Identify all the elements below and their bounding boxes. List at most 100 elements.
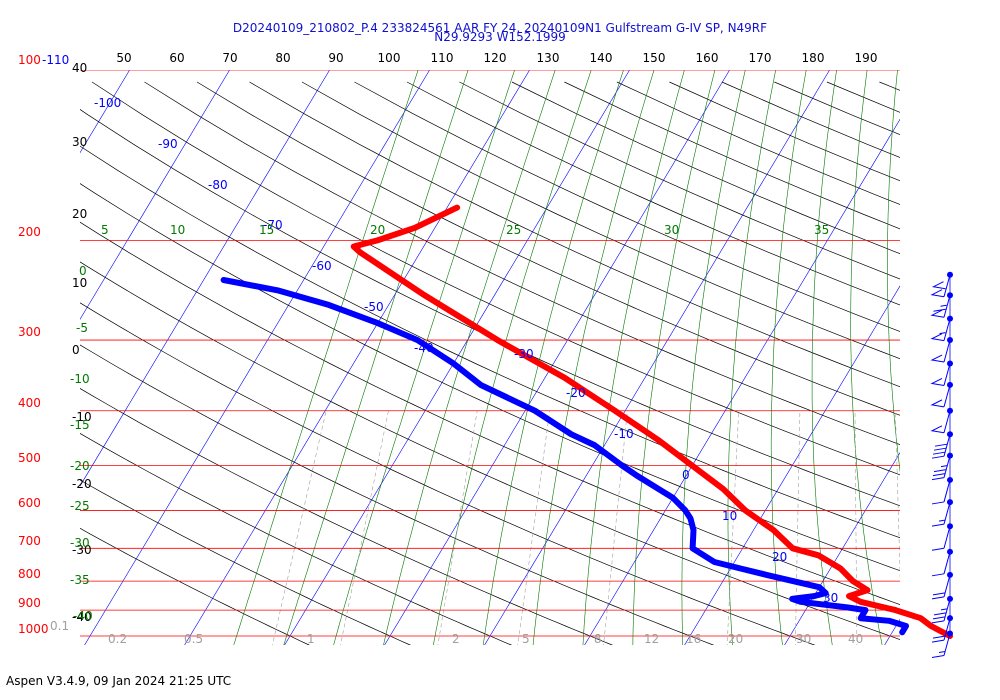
- left-scale-label: 0: [72, 343, 80, 357]
- wind-barb: [931, 598, 951, 624]
- moist-adiabat-line: [283, 70, 469, 645]
- pressure-label: 500: [18, 451, 41, 465]
- isotherm-label: -30: [514, 347, 534, 361]
- isotherm-line: [784, 452, 900, 645]
- top-scale-label: 190: [855, 51, 878, 65]
- mixing-ratio-line: [854, 410, 858, 645]
- dry-adiabat-line: [879, 81, 900, 91]
- mixing-ratio-label: 30: [796, 632, 811, 646]
- isotherm-label: -10: [614, 427, 634, 441]
- left-scale-label: 30: [72, 135, 87, 149]
- moist-adiabat-label: -10: [70, 372, 90, 386]
- chart-title: D20240109_210802_P.4 233824561 AAR FY 24…: [232, 21, 768, 35]
- mixing-ratio-label: 12: [644, 632, 659, 646]
- left-scale-label: 10: [72, 276, 87, 290]
- pressure-label: 600: [18, 496, 41, 510]
- moist-adiabat-label: 35: [814, 223, 829, 237]
- moist-adiabat-line: [727, 70, 776, 645]
- moist-adiabat-label: 20: [370, 223, 385, 237]
- isotherm-label: -20: [566, 386, 586, 400]
- left-scale-label: 20: [72, 207, 87, 221]
- footer-version: Aspen V3.4.9, 09 Jan 2024 21:25 UTC: [6, 674, 232, 688]
- dry-adiabat-line: [144, 81, 900, 446]
- top-scale-label: 160: [696, 51, 719, 65]
- dry-adiabat-line: [80, 344, 715, 645]
- mixing-ratio-line: [517, 410, 551, 645]
- dry-adiabat-line: [80, 183, 900, 572]
- mixing-ratio-label: 20: [728, 632, 743, 646]
- wind-barb: [930, 363, 951, 386]
- chart-subtitle: N29.9293 W152.1999: [434, 30, 566, 44]
- dry-adiabat-line: [80, 388, 614, 645]
- wind-barb: [930, 339, 951, 363]
- dewpoint-profile-line: [220, 277, 909, 636]
- mixing-ratio-label: 8: [594, 632, 602, 646]
- moist-adiabat-label: 5: [101, 223, 109, 237]
- wind-barb-point: [947, 548, 953, 555]
- moist-adiabat-label: 10: [170, 223, 185, 237]
- isotherm-label: -50: [364, 300, 384, 314]
- mixing-ratio-label: 40: [848, 632, 863, 646]
- top-scale-label: 60: [169, 51, 184, 65]
- top-scale-label: 170: [749, 51, 772, 65]
- mixing-ratio-line: [603, 410, 628, 645]
- isotherm-label: 20: [772, 550, 787, 564]
- moist-adiabat-line: [770, 70, 807, 645]
- pressure-label: 1000: [18, 622, 49, 636]
- dry-adiabat-line: [80, 109, 900, 507]
- moist-adiabat-line: [923, 70, 983, 648]
- wind-barb: [931, 574, 951, 600]
- top-scale-label: 130: [537, 51, 560, 65]
- dry-adiabat-line: [249, 81, 900, 388]
- wind-barb: [931, 551, 951, 577]
- pressure-label: 200: [18, 225, 41, 239]
- top-scale-label: 150: [643, 51, 666, 65]
- isotherm-line: [80, 70, 130, 154]
- mixing-ratio-label: 0.5: [184, 632, 203, 646]
- wind-barb: [931, 479, 951, 505]
- dry-adiabat-line: [80, 221, 900, 605]
- dry-adiabat-line: [511, 81, 900, 255]
- moist-adiabat-line: [632, 70, 716, 645]
- top-scale-label: 80: [275, 51, 290, 65]
- isotherm-label: -100: [94, 96, 121, 110]
- top-scale-label: 90: [328, 51, 343, 65]
- mixing-ratio-line: [895, 410, 900, 582]
- dry-adiabat-line: [80, 145, 900, 539]
- moist-adiabat-line: [887, 70, 900, 473]
- mixing-ratio-label: 0.1: [50, 619, 69, 633]
- mixing-ratio-line: [795, 410, 801, 645]
- mixing-ratio-label: 0.2: [108, 632, 127, 646]
- dry-adiabat-line: [721, 81, 900, 158]
- dry-adiabat-line: [80, 527, 310, 645]
- moist-adiabat-line: [681, 70, 746, 645]
- pressure-label: 400: [18, 396, 41, 410]
- moist-adiabat-line: [333, 70, 515, 645]
- wind-barb: [930, 410, 951, 434]
- moist-adiabat-line: [992, 70, 1000, 648]
- moist-adiabat-label: -30: [70, 536, 90, 550]
- moist-adiabat-label: -5: [76, 321, 88, 335]
- wind-barb: [931, 633, 951, 659]
- isotherm-line: [284, 70, 630, 645]
- isotherm-line: [80, 70, 230, 320]
- pressure-label: 900: [18, 596, 41, 610]
- isotherm-line: [384, 70, 730, 645]
- isotherm-label: -80: [208, 178, 228, 192]
- top-scale-label: 100: [378, 51, 401, 65]
- moist-adiabat-line: [957, 70, 1000, 648]
- isotherm-label: -70: [263, 218, 283, 232]
- dry-adiabat-line: [196, 81, 900, 416]
- isotherm-line: [80, 70, 330, 487]
- wind-barb: [931, 434, 951, 459]
- dry-adiabat-line: [80, 302, 816, 645]
- top-scale-label: 50: [116, 51, 131, 65]
- mixing-ratio-line: [340, 410, 389, 645]
- left-scale-label: 40: [72, 61, 87, 75]
- isotherm-label: 10: [722, 509, 737, 523]
- mixing-ratio-label: 2: [452, 632, 460, 646]
- isotherm-label: 30: [823, 591, 838, 605]
- pressure-label: 100: [18, 53, 41, 67]
- wind-barb: [931, 526, 951, 551]
